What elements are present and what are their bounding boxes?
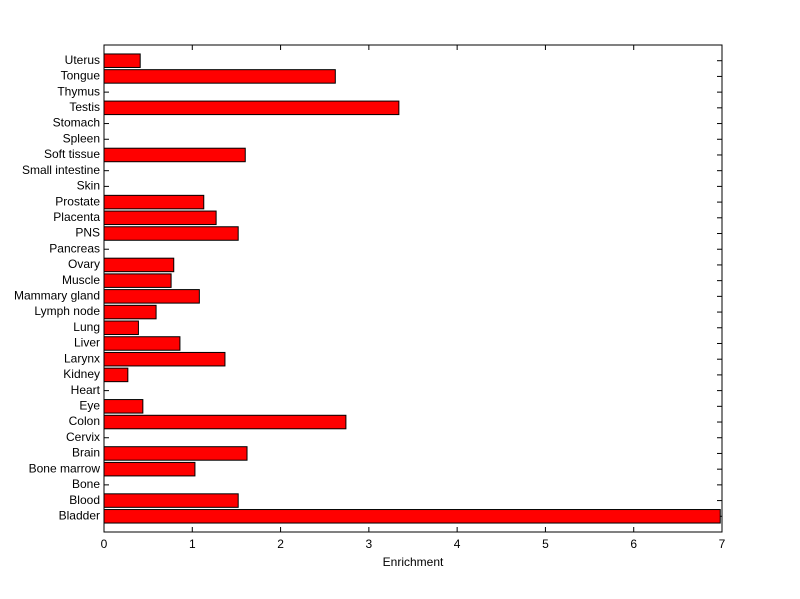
- bar: [103, 414, 347, 430]
- bar: [103, 304, 157, 320]
- bar: [103, 53, 141, 68]
- bar: [103, 399, 144, 414]
- bar: [103, 273, 172, 288]
- y-tick-label: Testis: [69, 100, 100, 114]
- y-tick-label: Placenta: [53, 210, 100, 224]
- x-tick-label: 4: [454, 537, 461, 551]
- y-tick-label: Brain: [72, 446, 100, 460]
- bar: [103, 367, 129, 383]
- x-tick-label: 7: [719, 537, 726, 551]
- y-tick-label: Larynx: [64, 351, 100, 365]
- y-tick-label: PNS: [75, 226, 100, 240]
- y-tick-label: Pancreas: [49, 241, 100, 255]
- x-tick-label: 0: [101, 537, 108, 551]
- y-tick-label: Ovary: [68, 257, 100, 271]
- bar: [103, 69, 336, 84]
- bar: [103, 226, 239, 241]
- plot-frame: [103, 44, 723, 533]
- y-tick-label: Thymus: [57, 84, 100, 98]
- bar: [103, 461, 196, 477]
- y-tick-label: Liver: [74, 336, 100, 350]
- y-tick-label: Uterus: [65, 53, 100, 67]
- y-tick-label: Small intestine: [22, 163, 100, 177]
- y-tick-label: Prostate: [55, 194, 100, 208]
- bar: [103, 320, 139, 336]
- x-tick-label: 5: [542, 537, 549, 551]
- bar: [103, 289, 200, 304]
- y-tick-label: Muscle: [62, 273, 100, 287]
- y-tick-label: Bone marrow: [29, 461, 101, 475]
- bar: [103, 257, 175, 273]
- y-tick-label: Spleen: [63, 131, 100, 145]
- y-tick-label: Cervix: [66, 430, 100, 444]
- y-tick-label: Blood: [69, 493, 100, 507]
- y-tick-label: Mammary gland: [14, 289, 100, 303]
- y-tick-label: Bladder: [59, 508, 100, 522]
- y-tick-label: Soft tissue: [44, 147, 100, 161]
- y-tick-label: Bone: [72, 477, 100, 491]
- bar: [103, 493, 239, 508]
- y-tick-label: Skin: [77, 179, 100, 193]
- x-axis-label: Enrichment: [383, 555, 444, 569]
- bar: [103, 351, 226, 367]
- x-tick-label: 6: [630, 537, 637, 551]
- bar: [103, 210, 217, 226]
- y-tick-label: Kidney: [63, 367, 100, 381]
- y-tick-label: Colon: [69, 414, 100, 428]
- y-tick-label: Lung: [73, 320, 100, 334]
- bar: [103, 100, 400, 116]
- y-tick-label: Stomach: [53, 116, 100, 130]
- y-tick-label: Tongue: [61, 69, 101, 83]
- bar: [103, 509, 721, 524]
- bar: [103, 194, 205, 210]
- bar: [103, 147, 246, 163]
- x-tick-label: 3: [366, 537, 373, 551]
- x-tick-label: 2: [277, 537, 284, 551]
- y-tick-label: Heart: [71, 383, 101, 397]
- y-tick-label: Eye: [79, 398, 100, 412]
- bar: [103, 336, 181, 351]
- x-tick-label: 1: [189, 537, 196, 551]
- bar: [103, 446, 248, 461]
- y-tick-label: Lymph node: [34, 304, 100, 318]
